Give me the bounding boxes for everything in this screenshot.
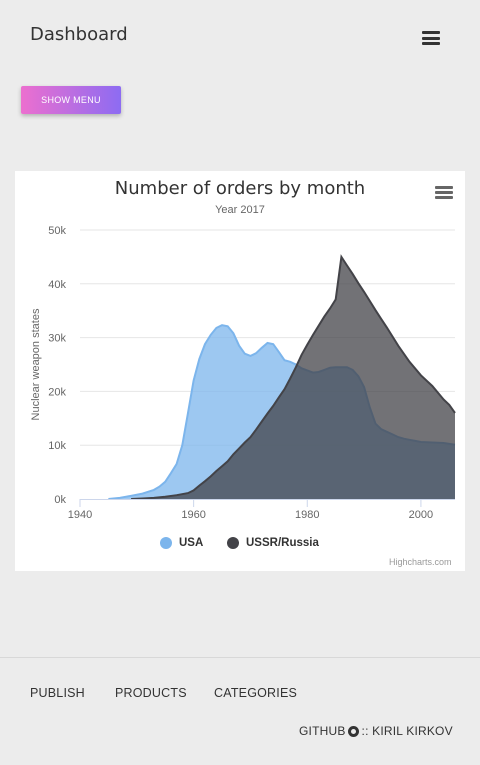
chart-credits-link[interactable]: Highcharts.com (389, 557, 452, 567)
footer-credit[interactable]: GITHUB :: KIRIL KIRKOV (299, 724, 453, 738)
legend-item-usa[interactable]: USA (160, 537, 203, 549)
legend-item-ussr[interactable]: USSR/Russia (227, 537, 319, 549)
chart-title: Number of orders by month (114, 178, 366, 199)
footer-credit-suffix: :: KIRIL KIRKOV (361, 724, 453, 738)
y-axis-label: Nuclear weapon states (30, 308, 42, 420)
y-tick-label: 40k (48, 279, 66, 291)
show-menu-button[interactable]: SHOW MENU (21, 86, 121, 114)
x-tick-label: 2000 (409, 509, 433, 521)
chart-series (108, 254, 456, 500)
legend-label-usa: USA (179, 537, 204, 549)
footer-credit-prefix: GITHUB (299, 724, 346, 738)
hamburger-icon[interactable] (422, 31, 440, 45)
footer: PUBLISH PRODUCTS CATEGORIES GITHUB :: KI… (0, 657, 480, 765)
series-area-ussr (131, 256, 455, 499)
chart-context-menu-icon[interactable] (435, 186, 453, 200)
top-bar: Dashboard (0, 0, 480, 70)
chart-subtitle: Year 2017 (215, 204, 265, 216)
y-tick-label: 10k (48, 440, 66, 452)
y-tick-label: 30k (48, 333, 66, 345)
y-tick-label: 20k (48, 386, 66, 398)
y-tick-label: 50k (48, 225, 66, 237)
legend-label-ussr: USSR/Russia (246, 537, 319, 549)
footer-link-categories[interactable]: CATEGORIES (214, 686, 298, 700)
github-icon (347, 725, 359, 737)
series-line-ussr (131, 254, 456, 500)
x-tick-label: 1980 (295, 509, 319, 521)
y-tick-label: 0k (54, 494, 66, 506)
legend-dot-ussr (227, 537, 239, 549)
x-tick-label: 1940 (68, 509, 92, 521)
legend-dot-usa (160, 537, 172, 549)
page-title: Dashboard (30, 24, 128, 45)
footer-link-publish[interactable]: PUBLISH (30, 686, 85, 700)
footer-link-products[interactable]: PRODUCTS (115, 686, 187, 700)
x-tick-label: 1960 (181, 509, 205, 521)
chart-legend: USA USSR/Russia (0, 537, 480, 553)
chart-axes: 0k 10k 20k 30k 40k 50k 1940 1960 1980 2000 Nuclear… (30, 225, 455, 521)
